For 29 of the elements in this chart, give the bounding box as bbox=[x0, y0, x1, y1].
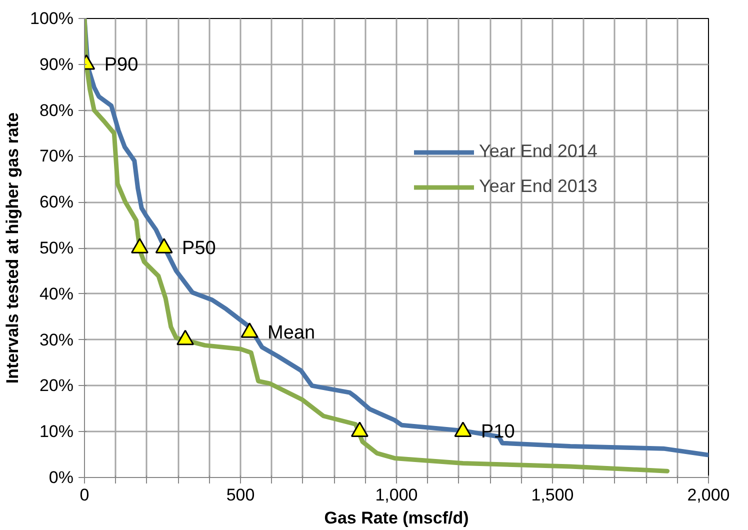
x-axis-title: Gas Rate (mscf/d) bbox=[324, 508, 469, 528]
x-tick-label: 1,500 bbox=[531, 486, 574, 504]
y-tick-label: 60% bbox=[39, 192, 74, 212]
point bbox=[155, 238, 173, 254]
x-tick-label: 0 bbox=[80, 486, 90, 504]
y-tick-label: 90% bbox=[39, 54, 74, 74]
legend-label: Year End 2014 bbox=[479, 141, 598, 162]
y-tick-label: 0% bbox=[48, 468, 74, 487]
annotation: P90 bbox=[104, 54, 138, 76]
point bbox=[130, 238, 148, 254]
y-tick-label: 20% bbox=[39, 376, 74, 396]
annotation: Mean bbox=[268, 322, 316, 344]
y-tick-label: 70% bbox=[39, 146, 74, 166]
x-tick-label: 500 bbox=[226, 486, 255, 504]
y-tick-label: 10% bbox=[39, 422, 74, 442]
y-tick-label: 30% bbox=[39, 330, 74, 350]
point bbox=[240, 322, 258, 338]
annotation: P50 bbox=[182, 238, 216, 259]
point bbox=[350, 422, 368, 437]
legend-label: Year End 2013 bbox=[479, 176, 598, 197]
y-tick-label: 50% bbox=[39, 238, 74, 258]
point bbox=[454, 422, 472, 437]
y-tick-label: 100% bbox=[30, 9, 74, 28]
x-tick-label: 2,000 bbox=[687, 486, 730, 504]
x-tick-label: 1,000 bbox=[375, 486, 418, 504]
y-axis-title: Intervals tested at higher gas rate bbox=[3, 112, 22, 384]
point bbox=[176, 330, 194, 346]
y-tick-label: 40% bbox=[39, 284, 74, 304]
y-tick-label: 80% bbox=[39, 100, 74, 120]
